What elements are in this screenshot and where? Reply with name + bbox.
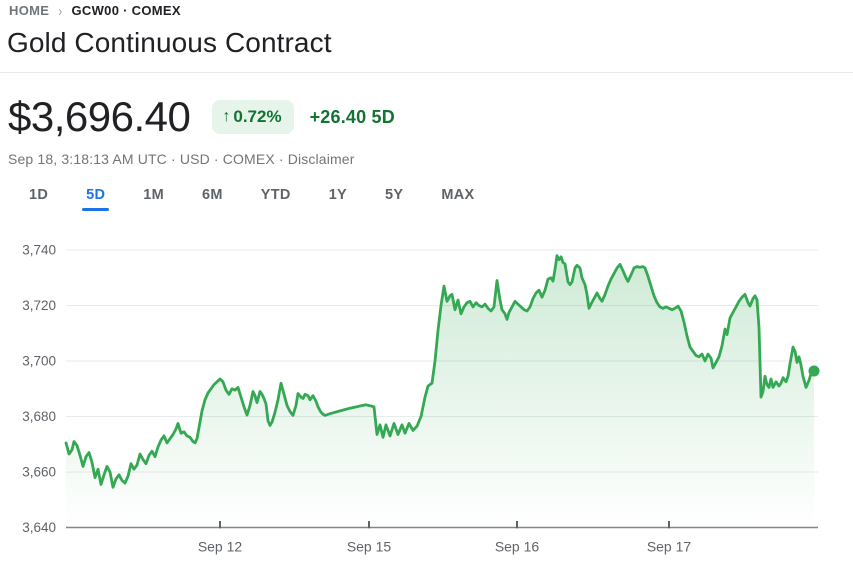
tab-6m[interactable]: 6M (202, 187, 223, 203)
tab-max[interactable]: MAX (441, 187, 475, 203)
y-axis-label: 3,740 (22, 243, 56, 258)
breadcrumb-current: GCW00 · COMEX (71, 3, 181, 18)
quote-timestamp: Sep 18, 3:18:13 AM UTC · USD · COMEX · (8, 151, 288, 167)
current-price-dot (808, 365, 820, 377)
page-title: Gold Continuous Contract (7, 27, 332, 58)
y-axis-label: 3,680 (22, 409, 56, 424)
y-axis-label: 3,720 (22, 298, 56, 313)
time-range-tabs: 1D 5D 1M 6M YTD 1Y 5Y MAX (10, 181, 494, 217)
disclaimer-link[interactable]: Disclaimer (287, 151, 355, 167)
percent-change-badge: ↑ 0.72% (212, 100, 294, 134)
up-arrow-icon: ↑ (222, 108, 231, 125)
y-axis-label: 3,640 (22, 520, 56, 535)
breadcrumb-home-link[interactable]: HOME (9, 3, 50, 18)
tab-1d[interactable]: 1D (29, 187, 49, 203)
x-axis-label: Sep 16 (495, 539, 540, 555)
chevron-right-icon: › (58, 1, 63, 20)
tab-1y[interactable]: 1Y (328, 187, 348, 203)
quote-summary: $3,696.40 ↑ 0.72% +26.40 5D (8, 93, 395, 141)
breadcrumb: HOME › GCW00 · COMEX (9, 1, 181, 20)
tab-1m[interactable]: 1M (143, 187, 165, 203)
current-price: $3,696.40 (8, 93, 191, 140)
x-axis-label: Sep 15 (347, 539, 392, 555)
chart-line (64, 254, 816, 489)
y-axis-label: 3,700 (22, 354, 56, 369)
tab-ytd[interactable]: YTD (260, 187, 291, 203)
price-chart[interactable]: 3,640 3,660 3,680 3,700 3,720 3,740 Sep 12 Sep … (0, 230, 853, 577)
tab-5y[interactable]: 5Y (385, 187, 404, 203)
y-axis-label: 3,660 (22, 465, 56, 480)
chart-area-fill (66, 255, 814, 528)
x-axis-label: Sep 12 (198, 539, 243, 555)
header-divider (0, 72, 853, 73)
percent-change-value: 0.72% (233, 107, 282, 126)
x-axis-label: Sep 17 (647, 539, 692, 555)
tab-5d[interactable]: 5D (67, 181, 124, 217)
price-chart-svg[interactable]: 3,640 3,660 3,680 3,700 3,720 3,740 Sep 12 Sep … (0, 230, 853, 577)
absolute-change: +26.40 5D (309, 106, 395, 127)
quote-meta: Sep 18, 3:18:13 AM UTC · USD · COMEX · D… (8, 151, 355, 167)
